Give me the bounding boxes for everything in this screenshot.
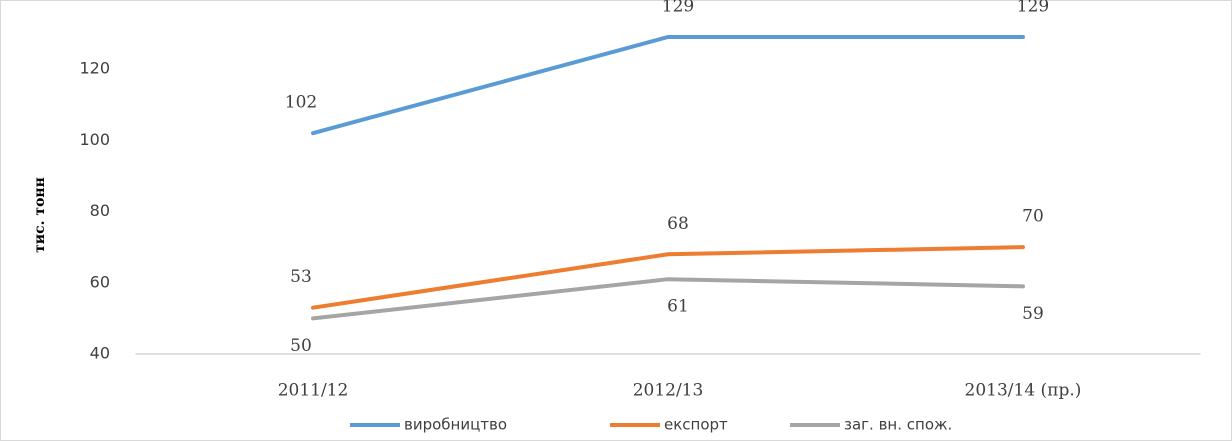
legend-label: виробництво bbox=[404, 416, 507, 434]
data-label: 53 bbox=[290, 267, 312, 287]
x-tick-label: 2013/14 (пр.) bbox=[965, 381, 1082, 401]
data-label: 59 bbox=[1022, 304, 1044, 324]
y-tick-label: 60 bbox=[90, 272, 110, 291]
data-label: 102 bbox=[285, 93, 317, 113]
series-line bbox=[311, 245, 1025, 310]
y-tick-label: 100 bbox=[79, 130, 110, 149]
data-label: 61 bbox=[667, 297, 689, 317]
y-tick-label: 120 bbox=[79, 59, 110, 78]
y-tick-label: 40 bbox=[90, 344, 110, 363]
legend-label: експорт bbox=[664, 416, 728, 434]
series-line bbox=[311, 34, 1025, 136]
series-line bbox=[311, 277, 1025, 321]
data-label: 129 bbox=[1017, 0, 1049, 16]
data-label: 129 bbox=[662, 0, 694, 16]
data-label: 50 bbox=[290, 336, 312, 356]
x-tick-label: 2011/12 bbox=[278, 381, 349, 401]
x-tick-label: 2012/13 bbox=[633, 381, 704, 401]
y-axis-label: тис. тонн bbox=[32, 177, 48, 253]
data-label: 70 bbox=[1022, 207, 1044, 227]
data-label: 68 bbox=[667, 214, 689, 234]
legend-label: заг. вн. спож. bbox=[844, 416, 952, 434]
y-tick-label: 80 bbox=[90, 201, 110, 220]
